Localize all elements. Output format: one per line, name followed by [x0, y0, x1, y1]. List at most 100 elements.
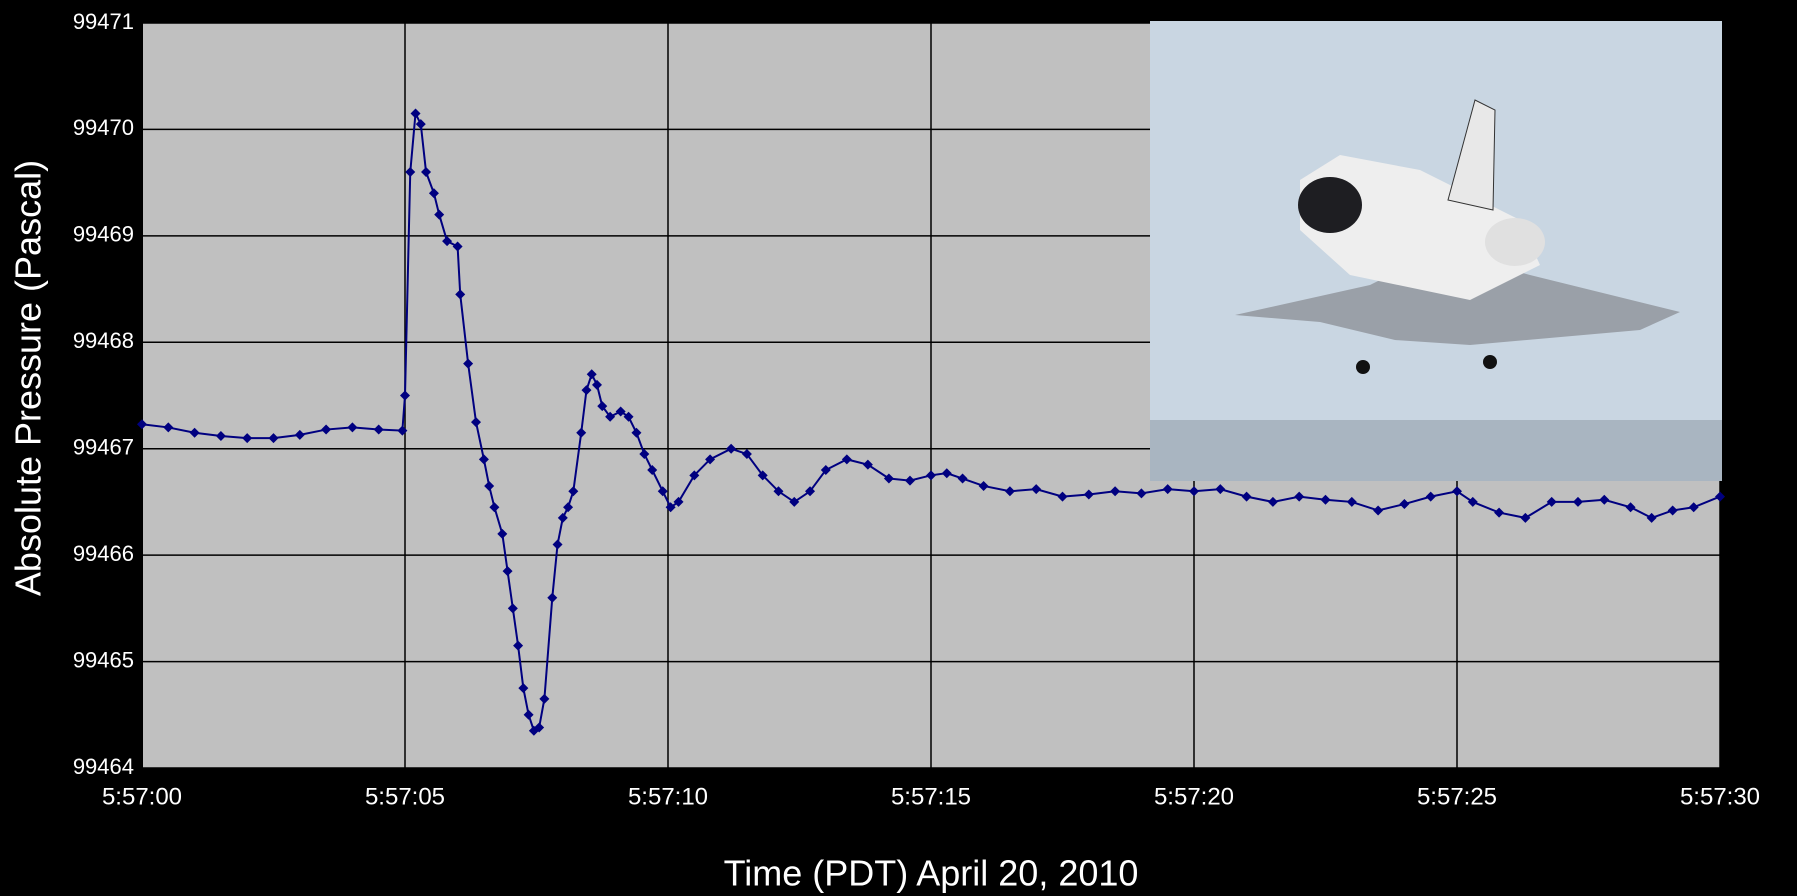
y-tick-label: 99470	[73, 115, 134, 140]
series-group	[137, 108, 1725, 736]
marker	[294, 429, 305, 440]
marker	[1646, 512, 1657, 523]
marker	[904, 475, 915, 486]
marker	[673, 496, 684, 507]
marker	[373, 424, 384, 435]
marker	[455, 289, 466, 300]
marker	[1189, 486, 1199, 497]
x-tick-label: 5:57:15	[891, 783, 971, 810]
x-tick-label: 5:57:25	[1417, 783, 1497, 810]
marker	[841, 454, 852, 465]
marker	[163, 422, 174, 433]
y-tick-label: 99467	[73, 435, 134, 460]
marker	[1625, 502, 1636, 513]
marker	[639, 449, 650, 460]
marker	[471, 417, 482, 428]
marker	[539, 693, 550, 704]
marker	[397, 425, 408, 436]
photo-wheel	[1483, 355, 1497, 369]
marker	[805, 486, 816, 497]
marker	[507, 603, 518, 614]
marker	[405, 167, 416, 177]
marker	[489, 502, 500, 513]
x-tick-label: 5:57:30	[1680, 783, 1760, 810]
y-tick-label: 99464	[73, 754, 134, 779]
marker	[502, 566, 513, 577]
marker	[741, 449, 752, 460]
marker	[789, 496, 800, 507]
x-axis-title: Time (PDT) April 20, 2010	[724, 853, 1139, 894]
marker	[242, 433, 253, 444]
marker	[557, 512, 568, 523]
marker	[552, 539, 563, 550]
photo-tail	[1447, 99, 1496, 211]
marker	[1320, 494, 1331, 505]
marker	[657, 486, 668, 497]
photo-engine	[1485, 218, 1545, 266]
photo-nose	[1298, 177, 1362, 233]
marker	[452, 241, 463, 252]
marker	[773, 486, 784, 497]
marker	[434, 209, 445, 220]
marker	[547, 592, 558, 603]
marker	[591, 379, 602, 390]
marker	[428, 188, 439, 199]
marker	[1494, 507, 1505, 518]
marker	[534, 722, 545, 733]
marker	[518, 683, 529, 694]
y-tick-label: 99471	[73, 9, 134, 34]
marker	[576, 427, 587, 438]
marker	[478, 454, 489, 465]
series-line	[141, 109, 1721, 733]
marker	[623, 411, 634, 422]
marker	[1467, 496, 1478, 507]
marker	[883, 473, 894, 484]
marker	[321, 424, 332, 435]
marker	[1110, 486, 1121, 497]
marker	[605, 411, 616, 422]
marker	[647, 465, 658, 475]
marker	[1452, 486, 1462, 497]
marker	[1215, 484, 1226, 495]
y-tick-label: 99466	[73, 541, 134, 566]
marker	[581, 385, 592, 396]
marker	[978, 480, 989, 491]
marker	[410, 108, 421, 119]
marker	[400, 390, 410, 401]
marker	[926, 470, 936, 481]
marker	[137, 419, 147, 430]
photo-wheel	[1356, 360, 1370, 374]
marker	[1031, 484, 1042, 495]
marker	[1667, 505, 1678, 516]
marker	[1004, 486, 1015, 497]
marker	[615, 406, 626, 417]
marker	[597, 401, 608, 412]
photo-fuselage	[1300, 155, 1540, 300]
marker	[1267, 496, 1278, 507]
marker	[1241, 491, 1252, 502]
marker	[1599, 494, 1610, 505]
marker	[415, 119, 426, 130]
marker	[1083, 489, 1094, 500]
marker	[820, 465, 831, 475]
marker	[1399, 499, 1410, 510]
marker	[1715, 491, 1725, 502]
photo	[1150, 21, 1722, 481]
marker	[215, 430, 226, 441]
marker	[1294, 491, 1305, 502]
marker	[1373, 505, 1384, 516]
marker	[957, 473, 968, 484]
marker	[862, 459, 873, 470]
x-tick-label: 5:57:00	[102, 783, 182, 810]
marker	[513, 640, 524, 651]
y-axis-title: Absolute Pressure (Pascal)	[8, 160, 49, 596]
marker	[497, 528, 508, 539]
marker	[568, 486, 579, 497]
photo-wing	[1235, 250, 1680, 345]
marker	[689, 470, 700, 481]
marker	[347, 422, 358, 433]
marker	[268, 433, 279, 444]
x-tick-label: 5:57:10	[628, 783, 708, 810]
marker	[705, 454, 716, 465]
marker	[757, 470, 768, 481]
